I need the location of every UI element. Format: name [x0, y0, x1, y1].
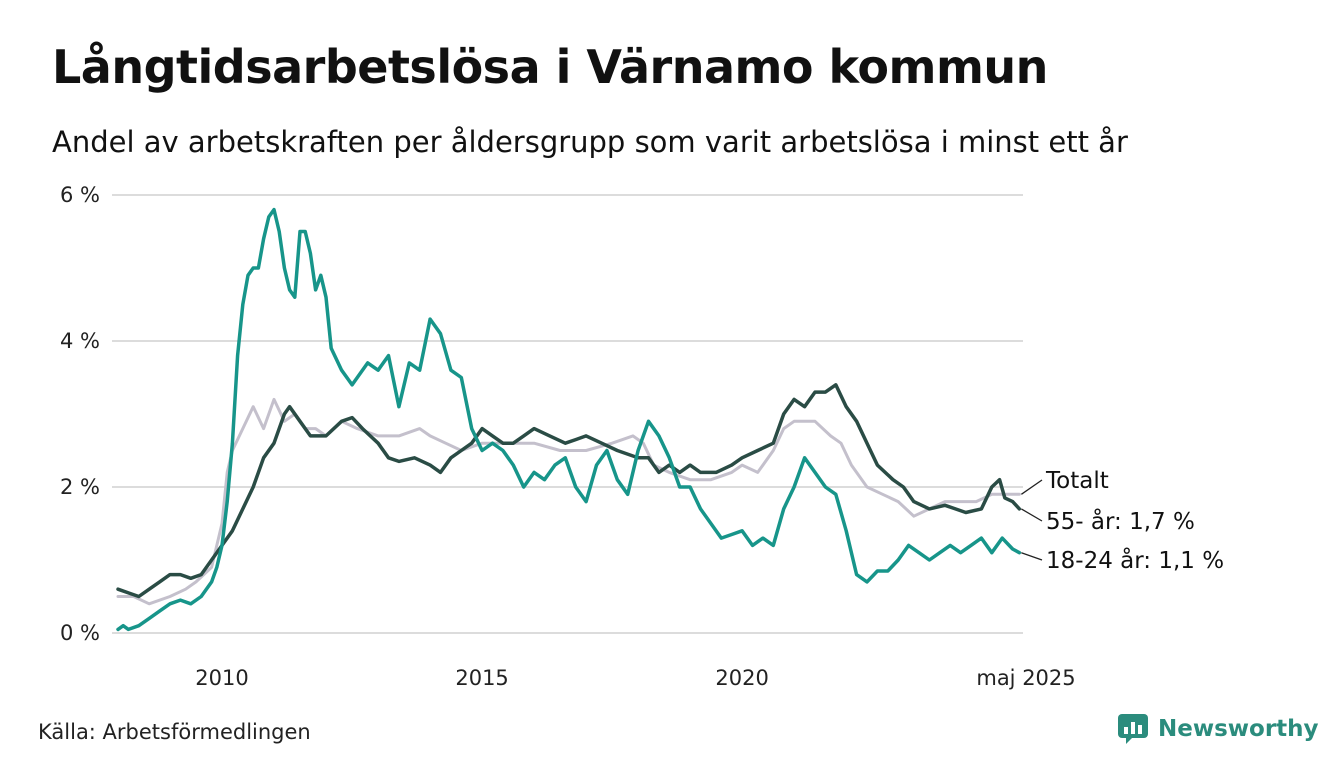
end-label-totalt: Totalt	[1045, 468, 1109, 494]
y-tick-label: 6 %	[60, 183, 100, 207]
x-tick-label: 2010	[195, 666, 248, 690]
x-tick-label: 2015	[455, 666, 508, 690]
end-labels: Totalt 55- år: 1,7 % 18-24 år: 1,1 %	[1020, 468, 1224, 574]
newsworthy-logo[interactable]: Newsworthy	[1118, 712, 1319, 746]
series-line-age1824	[116, 207, 1022, 632]
x-axis: 2010 2015 2020 maj 2025	[195, 666, 1075, 690]
line-chart: 0 % 2 % 4 % 6 % 2010 2015 2020 maj 2025 Totalt…	[60, 183, 1224, 690]
x-tick-label: 2020	[715, 666, 768, 690]
chart-title: Långtidsarbetslösa i Värnamo kommun	[52, 40, 1048, 94]
chart-subtitle: Andel av arbetskraften per åldersgrupp s…	[52, 125, 1128, 159]
y-axis: 0 % 2 % 4 % 6 %	[60, 183, 100, 645]
x-tick-label: maj 2025	[976, 666, 1075, 690]
y-tick-label: 4 %	[60, 329, 100, 353]
end-label-age1824: 18-24 år: 1,1 %	[1046, 546, 1224, 574]
series-layer	[116, 207, 1022, 632]
source-note: Källa: Arbetsförmedlingen	[38, 720, 311, 744]
leader-line-age1824	[1021, 552, 1043, 561]
y-tick-label: 0 %	[60, 621, 100, 645]
end-label-age55: 55- år: 1,7 %	[1046, 507, 1195, 535]
series-line-age55	[116, 383, 1022, 599]
brand-name: Newsworthy	[1158, 716, 1319, 742]
leader-line-totalt	[1020, 479, 1043, 495]
bar-chart-icon	[1118, 714, 1148, 744]
y-tick-label: 2 %	[60, 475, 100, 499]
grid-layer	[112, 194, 1023, 634]
series-line-totalt	[116, 397, 1021, 606]
leader-line-age55	[1021, 508, 1043, 522]
